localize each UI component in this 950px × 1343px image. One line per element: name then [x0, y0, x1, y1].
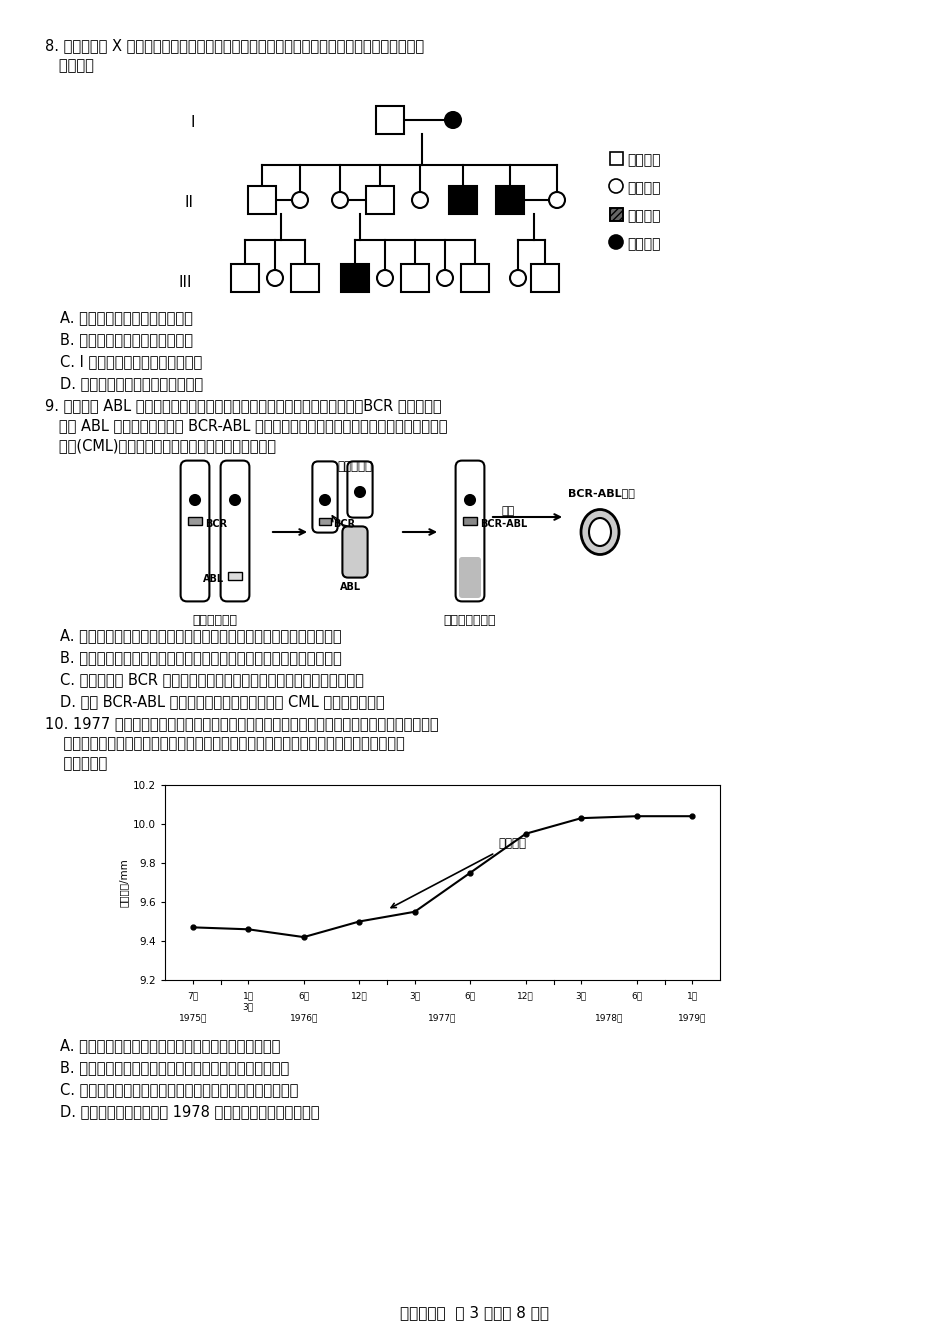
Text: 正常的染色体: 正常的染色体	[193, 614, 238, 627]
Y-axis label: 喙的深度/mm: 喙的深度/mm	[119, 858, 128, 907]
Text: 特点的是: 特点的是	[45, 58, 94, 73]
Text: A. 干旱导致的食物严重匮乏引发个体间激烈的生存斗争: A. 干旱导致的食物严重匮乏引发个体间激烈的生存斗争	[60, 1038, 280, 1053]
Text: D. 该家系中男性患者多于女性患者: D. 该家系中男性患者多于女性患者	[60, 376, 203, 391]
Text: A. 图中融合后的两条染色体上的基因种类和基因排列顺序均发生了变化: A. 图中融合后的两条染色体上的基因种类和基因排列顺序均发生了变化	[60, 629, 342, 643]
Bar	[461, 265, 489, 291]
Circle shape	[609, 235, 623, 248]
Bar	[376, 106, 404, 134]
Text: 生物学试题  第 3 页（共 8 页）: 生物学试题 第 3 页（共 8 页）	[401, 1305, 549, 1320]
Bar	[228, 572, 242, 580]
Text: B. 融合基因的产生是不同染色体间互换导致的，变异类型属于基因重组: B. 融合基因的产生是不同染色体间互换导致的，变异类型属于基因重组	[60, 650, 342, 665]
FancyBboxPatch shape	[220, 461, 250, 602]
FancyBboxPatch shape	[313, 462, 337, 533]
Ellipse shape	[581, 509, 619, 555]
Text: 染色体断裂: 染色体断裂	[337, 461, 372, 473]
Circle shape	[412, 192, 428, 208]
Bar	[610, 208, 623, 222]
Text: 3月: 3月	[576, 991, 587, 1001]
Circle shape	[549, 192, 565, 208]
Circle shape	[292, 192, 308, 208]
Circle shape	[230, 496, 240, 505]
Text: 12月: 12月	[351, 991, 368, 1001]
FancyBboxPatch shape	[456, 461, 484, 602]
FancyBboxPatch shape	[180, 461, 209, 602]
Bar	[531, 265, 559, 291]
Text: 8. 血友病是伴 X 染色体隐性遗传病，如图是某患者家系的系谱图，下列分析最能反映该病遗传: 8. 血友病是伴 X 染色体隐性遗传病，如图是某患者家系的系谱图，下列分析最能反…	[45, 38, 424, 52]
Text: 女性患者: 女性患者	[627, 236, 660, 251]
Circle shape	[510, 270, 526, 286]
Text: 1978年: 1978年	[595, 1013, 623, 1022]
Text: 基因 ABL 的融合基因产生的 BCR-ABL 蛋白会导致白细胞异常增殖，从而引发慢性髓性白: 基因 ABL 的融合基因产生的 BCR-ABL 蛋白会导致白细胞异常增殖，从而引…	[45, 418, 447, 432]
Text: 乏。研究发现，干旱前后中地雀种群喙的平均深度发生了较大的变化，如图所示。下列分: 乏。研究发现，干旱前后中地雀种群喙的平均深度发生了较大的变化，如图所示。下列分	[45, 736, 405, 751]
Text: 12月: 12月	[518, 991, 534, 1001]
Text: 1976年: 1976年	[290, 1013, 318, 1022]
Text: BCR: BCR	[205, 518, 227, 529]
Text: II: II	[185, 195, 194, 210]
Circle shape	[437, 270, 453, 286]
Circle shape	[190, 496, 200, 505]
FancyBboxPatch shape	[459, 557, 481, 598]
Bar	[610, 208, 623, 222]
Text: 析错误的是: 析错误的是	[45, 756, 107, 771]
Text: 3月: 3月	[409, 991, 420, 1001]
Text: ABL: ABL	[203, 573, 224, 584]
Text: ABL: ABL	[340, 582, 361, 592]
Circle shape	[267, 270, 283, 286]
Text: BCR-ABL蛋白: BCR-ABL蛋白	[568, 488, 635, 498]
Text: D. 抑制 BCR-ABL 蛋白的合成或活性是研发治疗 CML 药物的可行思路: D. 抑制 BCR-ABL 蛋白的合成或活性是研发治疗 CML 药物的可行思路	[60, 694, 385, 709]
Bar	[248, 185, 276, 214]
Bar	[188, 517, 202, 525]
Text: BCR-ABL: BCR-ABL	[480, 518, 527, 529]
Text: I: I	[190, 115, 195, 130]
Text: 1月
3月: 1月 3月	[242, 991, 254, 1011]
FancyBboxPatch shape	[342, 526, 368, 577]
Circle shape	[609, 179, 623, 193]
Bar	[449, 185, 477, 214]
Bar	[366, 185, 394, 214]
Circle shape	[465, 496, 475, 505]
Circle shape	[355, 488, 365, 497]
Text: C. I 代女性患者的儿子都患血友病: C. I 代女性患者的儿子都患血友病	[60, 355, 202, 369]
Ellipse shape	[589, 518, 611, 547]
Bar	[341, 265, 369, 291]
Bar	[231, 265, 259, 291]
Circle shape	[377, 270, 393, 286]
Bar	[463, 517, 477, 525]
Text: B. 男性患者的父亲或子女都正常: B. 男性患者的父亲或子女都正常	[60, 332, 193, 346]
Text: 6月: 6月	[298, 991, 310, 1001]
Text: C. 较大深度的喙有利于中地雀种群在干旱环境的生存和繁衍: C. 较大深度的喙有利于中地雀种群在干旱环境的生存和繁衍	[60, 1082, 298, 1097]
Text: III: III	[178, 275, 192, 290]
Circle shape	[445, 111, 461, 128]
Text: 7月: 7月	[187, 991, 199, 1001]
Text: A. 家系中每一代都有血友病患者: A. 家系中每一代都有血友病患者	[60, 310, 193, 325]
Text: 表达: 表达	[502, 506, 515, 516]
Text: B. 为适应干旱环境，中地雀种群产生了喙深度增大的变异: B. 为适应干旱环境，中地雀种群产生了喙深度增大的变异	[60, 1060, 289, 1074]
Text: 男性患者: 男性患者	[627, 210, 660, 223]
Circle shape	[332, 192, 348, 208]
Text: C. 融合基因和 BCR 基因转录产物上的终止密码子可能有相同的碱基序列: C. 融合基因和 BCR 基因转录产物上的终止密码子可能有相同的碱基序列	[60, 672, 364, 688]
Text: 1979年: 1979年	[678, 1013, 707, 1022]
Bar	[610, 152, 623, 165]
Text: 融合后的染色体: 融合后的染色体	[444, 614, 496, 627]
Text: 1月: 1月	[687, 991, 698, 1001]
Text: 10. 1977 年，南美洲的大达夫尼岛上发生了为期一年的严重干旱，使中地雀的主要食物严重匮: 10. 1977 年，南美洲的大达夫尼岛上发生了为期一年的严重干旱，使中地雀的主…	[45, 716, 439, 731]
Text: 血病(CML)，相关机理如图所示。下列说法错误的是: 血病(CML)，相关机理如图所示。下列说法错误的是	[45, 438, 276, 453]
Text: 正常男性: 正常男性	[627, 153, 660, 167]
Circle shape	[320, 496, 330, 505]
Text: D. 该种群喙的平均深度在 1978 年后不一定能维持相对稳定: D. 该种群喙的平均深度在 1978 年后不一定能维持相对稳定	[60, 1104, 319, 1119]
Text: 正常女性: 正常女性	[627, 181, 660, 195]
Text: 9. 原癌基因 ABL 表达的蛋白质参与细胞的正常生长和增殖过程。研究发现，BCR 基因与原癌: 9. 原癌基因 ABL 表达的蛋白质参与细胞的正常生长和增殖过程。研究发现，BC…	[45, 398, 442, 414]
Text: 6月: 6月	[631, 991, 642, 1001]
Text: BCR: BCR	[333, 518, 355, 529]
Text: 6月: 6月	[465, 991, 476, 1001]
Bar	[291, 265, 319, 291]
Bar	[319, 518, 331, 525]
Bar	[401, 265, 429, 291]
Text: 喙的深度: 喙的深度	[391, 838, 526, 908]
Text: 1977年: 1977年	[428, 1013, 457, 1022]
Text: 1975年: 1975年	[179, 1013, 207, 1022]
FancyBboxPatch shape	[348, 462, 372, 517]
Bar	[496, 185, 524, 214]
